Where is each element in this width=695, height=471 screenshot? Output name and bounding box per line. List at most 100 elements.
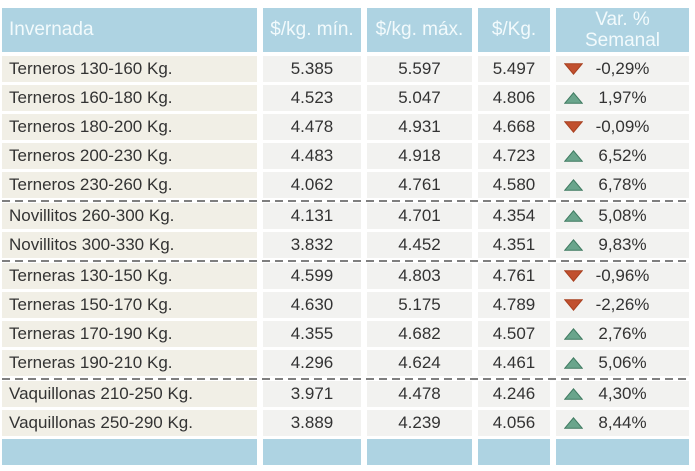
group-separator [2, 378, 689, 380]
trend-up-icon [564, 150, 583, 162]
group-separator [2, 200, 689, 202]
price-max-cell: 5.597 [367, 56, 472, 82]
footer-cell-max [367, 439, 472, 465]
table-row: Terneras 150-170 Kg. 4.630 5.175 4.789 -… [2, 292, 689, 318]
footer-cell-invernada [2, 439, 257, 465]
price-min-cell: 5.385 [263, 56, 361, 82]
table-row: Novillitos 300-330 Kg. 3.832 4.452 4.351… [2, 232, 689, 258]
weekly-var-value: 2,76% [598, 324, 647, 343]
weekly-var-value: 5,08% [598, 206, 647, 225]
weekly-var-cell: -0,29% [556, 56, 689, 82]
price-max-cell: 4.478 [367, 381, 472, 407]
trend-up-icon [564, 388, 583, 400]
price-min-cell: 4.599 [263, 263, 361, 289]
weekly-var-cell: 8,44% [556, 410, 689, 436]
category-label: Terneras 170-190 Kg. [2, 321, 257, 347]
table-row: Terneros 160-180 Kg. 4.523 5.047 4.806 1… [2, 85, 689, 111]
price-avg-cell: 4.789 [478, 292, 550, 318]
price-min-cell: 4.523 [263, 85, 361, 111]
table-header-row: Invernada $/kg. mín. $/kg. máx. $/Kg. Va… [2, 8, 689, 52]
price-avg-cell: 4.461 [478, 350, 550, 376]
table-row: Vaquillonas 250-290 Kg. 3.889 4.239 4.05… [2, 410, 689, 436]
weekly-var-value: 1,97% [598, 88, 647, 107]
category-label: Vaquillonas 250-290 Kg. [2, 410, 257, 436]
table-row: Terneros 180-200 Kg. 4.478 4.931 4.668 -… [2, 114, 689, 140]
trend-up-icon [564, 239, 583, 251]
weekly-var-value: 9,83% [598, 235, 647, 254]
price-min-cell: 4.355 [263, 321, 361, 347]
price-avg-cell: 4.354 [478, 203, 550, 229]
category-label: Terneros 130-160 Kg. [2, 56, 257, 82]
price-min-cell: 4.131 [263, 203, 361, 229]
header-weekly-var-line1: Var. % [595, 9, 650, 30]
header-invernada: Invernada [2, 8, 257, 52]
weekly-var-value: 6,52% [598, 146, 647, 165]
weekly-var-value: -0,09% [595, 117, 650, 136]
price-avg-cell: 4.056 [478, 410, 550, 436]
table-row: Terneros 130-160 Kg. 5.385 5.597 5.497 -… [2, 56, 689, 82]
price-avg-cell: 4.761 [478, 263, 550, 289]
trend-up-icon [564, 328, 583, 340]
price-min-cell: 3.889 [263, 410, 361, 436]
price-max-cell: 5.047 [367, 85, 472, 111]
price-avg-cell: 4.806 [478, 85, 550, 111]
weekly-var-cell: 5,06% [556, 350, 689, 376]
weekly-var-cell: -0,96% [556, 263, 689, 289]
header-weekly-var-line2: Semanal [585, 30, 660, 51]
price-max-cell: 4.452 [367, 232, 472, 258]
price-min-cell: 4.630 [263, 292, 361, 318]
price-max-cell: 4.701 [367, 203, 472, 229]
price-avg-cell: 4.246 [478, 381, 550, 407]
table-body: Terneros 130-160 Kg. 5.385 5.597 5.497 -… [2, 56, 689, 436]
weekly-var-cell: -0,09% [556, 114, 689, 140]
price-max-cell: 4.239 [367, 410, 472, 436]
price-min-cell: 4.296 [263, 350, 361, 376]
price-avg-cell: 5.497 [478, 56, 550, 82]
trend-up-icon [564, 92, 583, 104]
trend-down-icon [564, 121, 583, 133]
category-label: Terneros 160-180 Kg. [2, 85, 257, 111]
price-max-cell: 4.761 [367, 172, 472, 198]
price-min-cell: 3.832 [263, 232, 361, 258]
price-max-cell: 5.175 [367, 292, 472, 318]
table-row: Terneros 200-230 Kg. 4.483 4.918 4.723 6… [2, 143, 689, 169]
category-label: Terneras 130-150 Kg. [2, 263, 257, 289]
weekly-var-value: -0,29% [595, 59, 650, 78]
weekly-var-value: 4,30% [598, 384, 647, 403]
header-price-min: $/kg. mín. [263, 8, 361, 52]
weekly-var-value: 8,44% [598, 413, 647, 432]
price-max-cell: 4.803 [367, 263, 472, 289]
price-avg-cell: 4.351 [478, 232, 550, 258]
category-label: Novillitos 300-330 Kg. [2, 232, 257, 258]
table-row: Terneras 190-210 Kg. 4.296 4.624 4.461 5… [2, 350, 689, 376]
price-max-cell: 4.931 [367, 114, 472, 140]
table-row: Terneras 170-190 Kg. 4.355 4.682 4.507 2… [2, 321, 689, 347]
table-row: Vaquillonas 210-250 Kg. 3.971 4.478 4.24… [2, 381, 689, 407]
weekly-var-cell: 2,76% [556, 321, 689, 347]
price-min-cell: 3.971 [263, 381, 361, 407]
category-label: Terneras 150-170 Kg. [2, 292, 257, 318]
trend-down-icon [564, 63, 583, 75]
category-label: Novillitos 260-300 Kg. [2, 203, 257, 229]
weekly-var-value: 5,06% [598, 353, 647, 372]
table-footer-row [2, 439, 689, 465]
group-separator [2, 260, 689, 262]
table-row: Terneros 230-260 Kg. 4.062 4.761 4.580 6… [2, 172, 689, 198]
category-label: Terneros 180-200 Kg. [2, 114, 257, 140]
weekly-var-cell: 6,78% [556, 172, 689, 198]
price-table: Invernada $/kg. mín. $/kg. máx. $/Kg. Va… [2, 8, 689, 465]
price-max-cell: 4.624 [367, 350, 472, 376]
weekly-var-cell: -2,26% [556, 292, 689, 318]
price-min-cell: 4.483 [263, 143, 361, 169]
table-row: Novillitos 260-300 Kg. 4.131 4.701 4.354… [2, 203, 689, 229]
category-label: Vaquillonas 210-250 Kg. [2, 381, 257, 407]
price-avg-cell: 4.580 [478, 172, 550, 198]
header-price-avg: $/Kg. [478, 8, 550, 52]
weekly-var-cell: 6,52% [556, 143, 689, 169]
weekly-var-value: -2,26% [595, 295, 650, 314]
category-label: Terneros 230-260 Kg. [2, 172, 257, 198]
price-min-cell: 4.478 [263, 114, 361, 140]
price-min-cell: 4.062 [263, 172, 361, 198]
trend-down-icon [564, 299, 583, 311]
category-label: Terneros 200-230 Kg. [2, 143, 257, 169]
